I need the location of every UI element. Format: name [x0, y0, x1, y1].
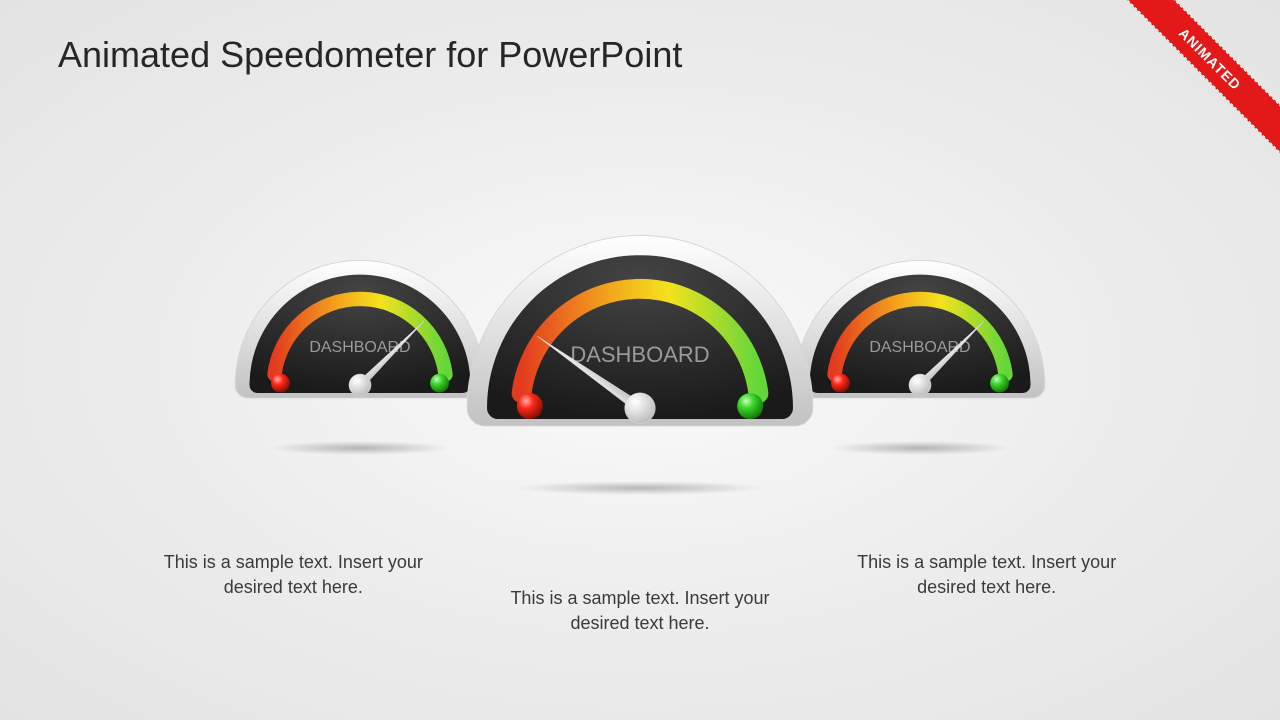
- gauge-left-svg: DASHBOARD: [230, 242, 490, 433]
- gauges-row: DASHBOARD: [0, 210, 1280, 455]
- gauge-right-svg: DASHBOARD: [790, 242, 1050, 433]
- slide-title-text: Animated Speedometer for PowerPoint: [58, 34, 682, 75]
- slide-title: Animated Speedometer for PowerPoint: [58, 34, 682, 76]
- svg-text:DASHBOARD: DASHBOARD: [570, 342, 709, 367]
- ribbon-band: ANIMATED: [1092, 0, 1280, 177]
- corner-ribbon: ANIMATED: [1080, 0, 1280, 200]
- caption-center-text: This is a sample text. Insert your desir…: [510, 588, 769, 633]
- caption-left-text: This is a sample text. Insert your desir…: [164, 552, 423, 597]
- gauge-center: DASHBOARD: [460, 210, 820, 495]
- caption-right-text: This is a sample text. Insert your desir…: [857, 552, 1116, 597]
- caption-center: This is a sample text. Insert your desir…: [490, 586, 790, 636]
- caption-right: This is a sample text. Insert your desir…: [837, 550, 1137, 636]
- caption-left: This is a sample text. Insert your desir…: [143, 550, 443, 636]
- gauge-right-shadow: [829, 441, 1011, 455]
- ribbon-text: ANIMATED: [1176, 25, 1244, 93]
- gauge-left: DASHBOARD: [230, 242, 490, 455]
- captions-row: This is a sample text. Insert your desir…: [0, 550, 1280, 636]
- gauge-left-shadow: [269, 441, 451, 455]
- gauge-center-svg: DASHBOARD: [460, 210, 820, 473]
- gauge-right: DASHBOARD: [790, 242, 1050, 455]
- gauge-center-shadow: [514, 481, 766, 495]
